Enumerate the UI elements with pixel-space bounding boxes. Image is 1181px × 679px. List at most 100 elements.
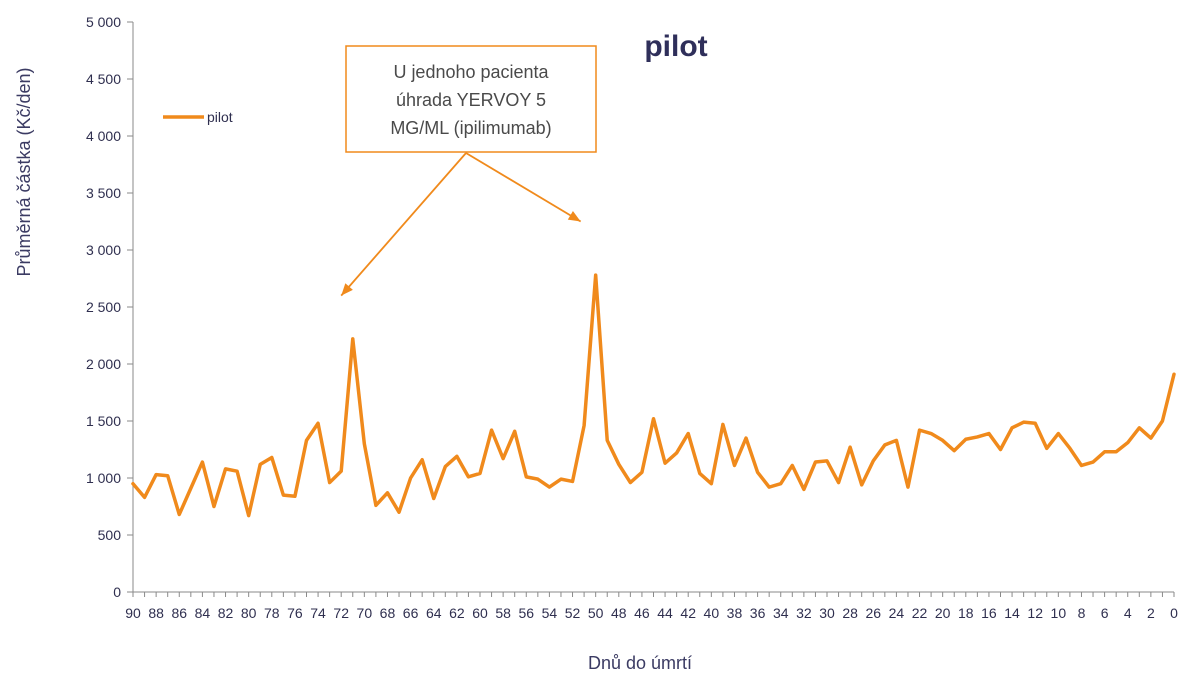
x-tick-label: 80 [241, 605, 257, 621]
data-point [848, 446, 852, 449]
x-tick-label: 64 [426, 605, 442, 621]
data-point [1149, 436, 1153, 440]
data-point [305, 439, 308, 442]
data-point [166, 474, 169, 477]
annotation-box [345, 45, 597, 153]
data-point [1022, 420, 1025, 424]
x-tick-label: 78 [264, 605, 280, 621]
data-point [328, 481, 331, 484]
y-tick-label: 500 [98, 527, 122, 543]
data-point [432, 497, 435, 500]
y-tick-label: 4 000 [86, 128, 121, 144]
data-point [282, 493, 285, 497]
x-tick-label: 12 [1027, 605, 1043, 621]
x-tick-label: 46 [634, 605, 650, 621]
data-point [675, 451, 678, 455]
data-point [594, 273, 597, 277]
data-point [212, 505, 216, 508]
x-axis-title: Dnů do úmrtí [588, 653, 692, 673]
annotation-line-2: úhrada YERVOY 5 [396, 90, 546, 110]
x-tick-label: 58 [495, 605, 511, 621]
x-tick-label: 60 [472, 605, 488, 621]
annotation-arrow [465, 152, 582, 223]
data-point [663, 461, 667, 465]
x-tick-label: 86 [171, 605, 187, 621]
data-point [802, 488, 806, 491]
y-tick-label: 0 [113, 584, 121, 600]
data-point [247, 514, 250, 517]
data-point [386, 491, 389, 495]
x-tick-label: 20 [935, 605, 951, 621]
legend: pilot [163, 109, 233, 125]
annotation-line-3: MG/ML (ipilimumab) [390, 118, 551, 138]
series-group [131, 273, 1176, 518]
x-tick-label: 36 [750, 605, 766, 621]
x-tick-label: 42 [680, 605, 696, 621]
data-point [906, 485, 910, 489]
x-tick-label: 90 [125, 605, 141, 621]
data-point [235, 469, 239, 473]
data-point [559, 477, 563, 481]
data-point [571, 480, 574, 483]
data-point [721, 423, 725, 426]
data-point [143, 496, 146, 499]
x-tick-label: 10 [1051, 605, 1067, 621]
data-point [1172, 373, 1176, 376]
data-point [883, 443, 887, 447]
y-tick-label: 5 000 [86, 14, 121, 30]
x-tick-label: 70 [357, 605, 373, 621]
data-point [501, 457, 505, 460]
y-tick-label: 3 500 [86, 185, 121, 201]
x-tick-label: 88 [148, 605, 164, 621]
data-point [455, 455, 459, 458]
data-point [629, 481, 632, 484]
data-point [293, 495, 297, 498]
data-point [340, 469, 343, 473]
data-point [976, 435, 979, 439]
y-tick-label: 3 000 [86, 242, 121, 258]
data-point [397, 511, 401, 514]
x-tick-label: 26 [865, 605, 881, 621]
data-point [582, 424, 586, 427]
data-point [259, 463, 262, 466]
x-tick-label: 30 [819, 605, 835, 621]
y-axis-ticks: 0 500 1 000 1 500 2 000 2 500 3 000 3 500 4 000 4… [86, 14, 133, 600]
x-tick-label: 54 [542, 605, 558, 621]
x-tick-label: 50 [588, 605, 604, 621]
data-point [953, 449, 956, 452]
data-point [825, 459, 829, 463]
y-tick-label: 2 500 [86, 299, 121, 315]
annotation-line-1: U jednoho pacienta [393, 62, 549, 82]
data-point [710, 482, 713, 485]
x-tick-label: 82 [218, 605, 234, 621]
x-tick-label: 66 [403, 605, 419, 621]
x-tick-label: 32 [796, 605, 812, 621]
annotation-arrowhead [567, 211, 581, 222]
data-point [478, 472, 482, 475]
x-tick-label: 44 [657, 605, 673, 621]
data-point [409, 476, 412, 480]
data-point [895, 439, 898, 442]
data-point [351, 337, 354, 341]
data-point [640, 471, 644, 474]
data-point [1080, 464, 1083, 467]
data-point [1161, 419, 1164, 423]
series-line-pilot [131, 273, 1176, 518]
data-point [814, 460, 817, 464]
data-point [1045, 447, 1048, 450]
data-point [999, 448, 1002, 451]
data-point [860, 483, 863, 487]
data-point [929, 432, 933, 435]
data-point [1103, 450, 1106, 453]
annotation-arrow [340, 152, 467, 297]
data-point [744, 436, 748, 440]
data-point [490, 428, 493, 432]
y-axis-title: Průměrná částka (Kč/den) [14, 67, 34, 276]
x-tick-label: 28 [842, 605, 858, 621]
data-point [178, 513, 181, 516]
x-tick-label: 4 [1124, 605, 1132, 621]
x-tick-label: 34 [773, 605, 789, 621]
data-point [617, 463, 620, 466]
data-point [987, 432, 991, 435]
data-point [791, 464, 794, 467]
